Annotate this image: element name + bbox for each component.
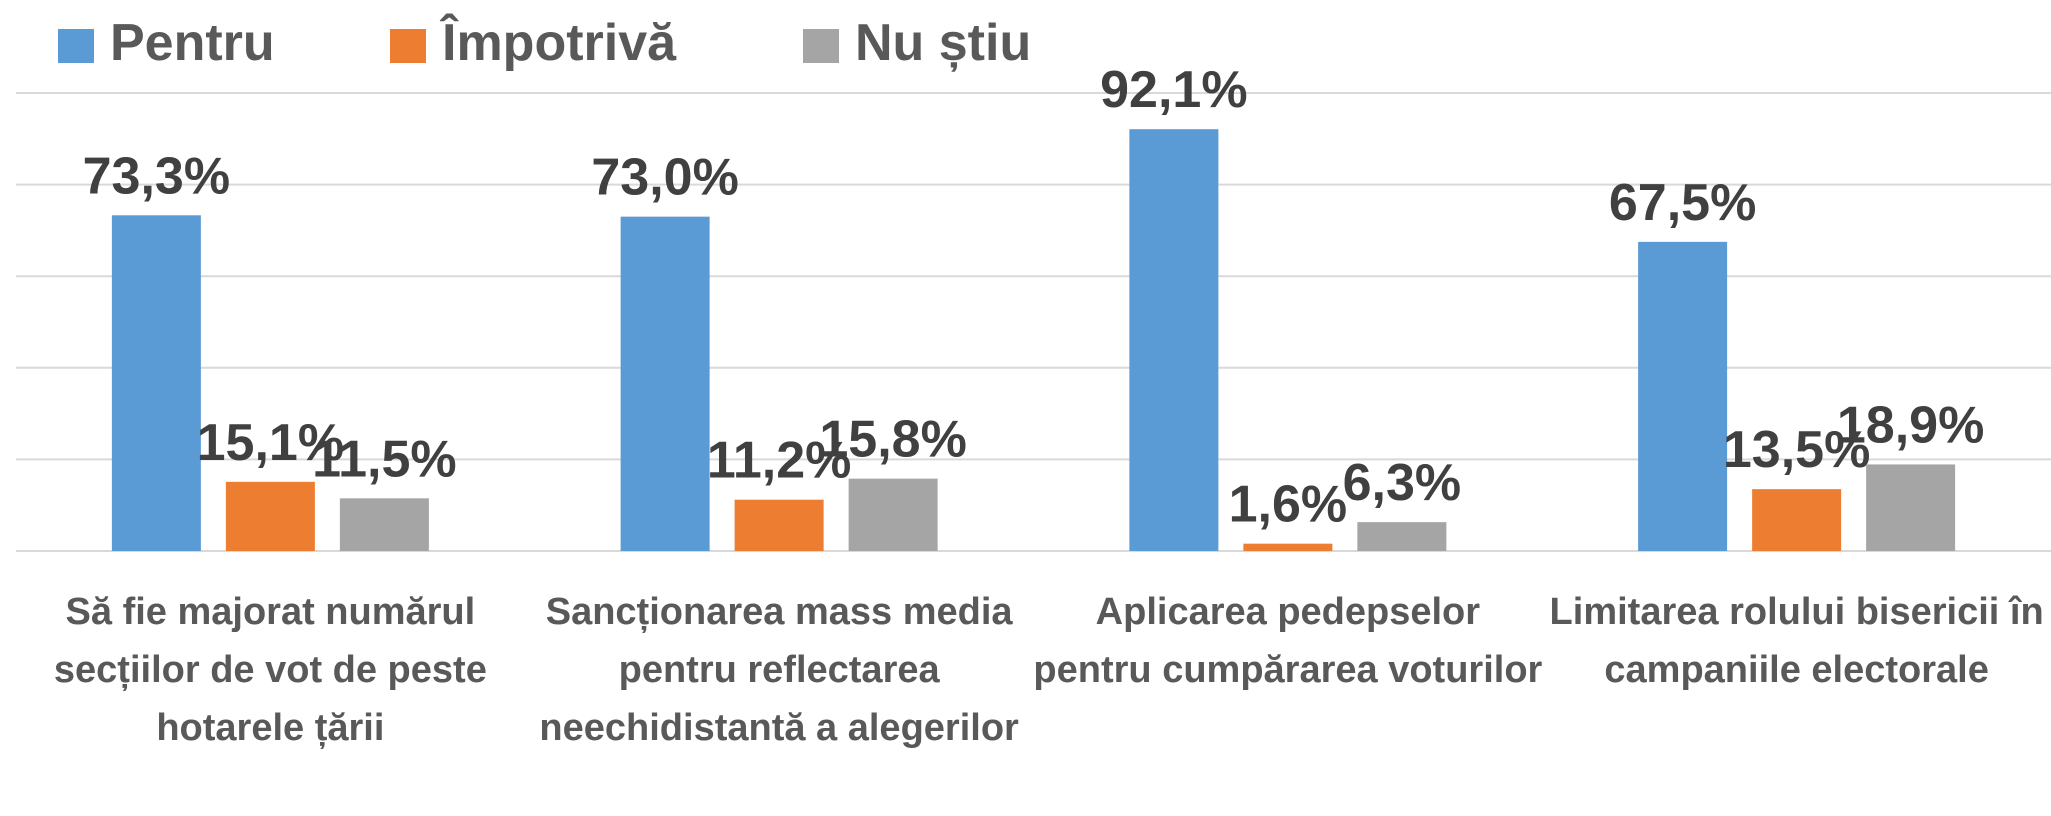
data-label: 73,0% — [591, 149, 738, 207]
data-label: 11,5% — [312, 430, 457, 488]
bar — [734, 499, 824, 551]
bar — [848, 478, 938, 551]
data-label: 13,5% — [1723, 421, 1870, 479]
bar — [225, 481, 315, 551]
data-label: 18,9% — [1837, 396, 1984, 454]
bar — [111, 215, 201, 551]
data-label: 15,8% — [819, 411, 966, 469]
data-label: 15,1% — [197, 414, 344, 472]
x-tick-label: Limitarea rolului bisericii în campaniil… — [1549, 591, 2044, 691]
bar — [1866, 464, 1956, 551]
data-label: 67,5% — [1609, 174, 1756, 232]
bar — [1638, 241, 1728, 551]
legend-swatch — [803, 29, 839, 63]
bar — [1357, 522, 1447, 551]
legend-swatch — [58, 29, 94, 63]
x-tick-label: Sancționarea mass media pentru reflectar… — [539, 591, 1019, 749]
data-label: 6,3% — [1343, 454, 1462, 512]
x-tick-label: Să fie majorat numărul secțiilor de vot … — [53, 591, 487, 749]
bar — [1243, 543, 1333, 551]
data-label: 1,6% — [1229, 476, 1348, 534]
legend-swatch — [390, 29, 426, 63]
bar — [1752, 489, 1842, 551]
data-label: 92,1% — [1100, 61, 1247, 119]
legend-label: Nu știu — [855, 14, 1031, 72]
bar — [339, 498, 429, 551]
bar — [620, 216, 710, 551]
legend-label: Pentru — [110, 14, 275, 72]
data-label: 73,3% — [83, 147, 230, 205]
bar — [1129, 129, 1219, 551]
legend-label: Împotrivă — [439, 13, 677, 72]
x-tick-label: Aplicarea pedepselor pentru cumpărarea v… — [1033, 591, 1543, 691]
data-label: 11,2% — [707, 432, 852, 490]
